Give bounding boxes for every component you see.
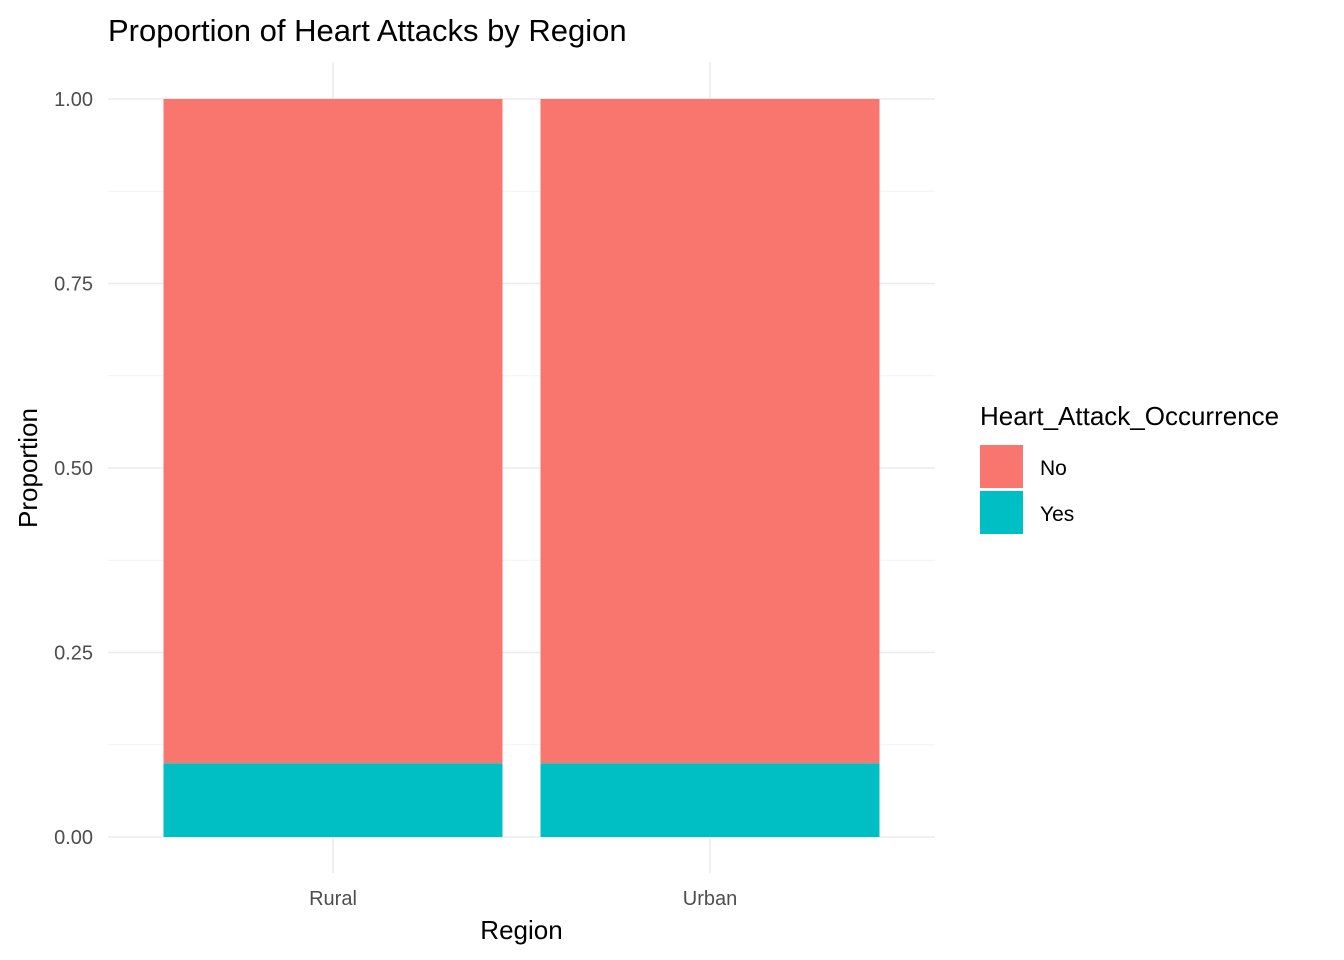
bar-rural-yes [163, 763, 503, 837]
bar-urban-yes [540, 763, 880, 837]
x-axis-ticks: Rural Urban [309, 888, 737, 910]
chart-title: Proportion of Heart Attacks by Region [108, 13, 627, 48]
y-tick-label: 0.25 [54, 643, 93, 665]
bar-urban-no [540, 99, 880, 764]
legend-label-no: No [1040, 457, 1067, 480]
y-tick-label: 1.00 [54, 89, 93, 111]
x-tick-label: Urban [683, 888, 737, 910]
x-tick-label: Rural [309, 888, 357, 910]
bars [163, 99, 880, 837]
legend-label-yes: Yes [1040, 503, 1074, 526]
y-axis-title: Proportion [13, 408, 43, 528]
y-tick-label: 0.50 [54, 458, 93, 480]
legend: Heart_Attack_Occurrence No Yes [980, 401, 1279, 534]
legend-title: Heart_Attack_Occurrence [980, 401, 1279, 431]
bar-rural-no [163, 99, 503, 764]
y-tick-label: 0.00 [54, 827, 93, 849]
y-axis-ticks: 0.00 0.25 0.50 0.75 1.00 [54, 89, 93, 849]
legend-key-no [980, 445, 1023, 488]
y-tick-label: 0.75 [54, 274, 93, 296]
x-axis-title: Region [480, 915, 562, 945]
legend-key-yes [980, 491, 1023, 534]
